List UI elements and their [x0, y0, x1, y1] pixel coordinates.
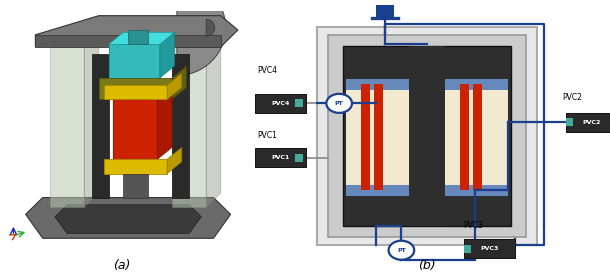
- Bar: [464, 245, 471, 253]
- Polygon shape: [35, 35, 221, 47]
- Polygon shape: [206, 19, 215, 36]
- Polygon shape: [206, 32, 221, 207]
- Polygon shape: [92, 54, 109, 197]
- Bar: [566, 113, 610, 132]
- Text: PVC2: PVC2: [562, 93, 583, 103]
- Text: (b): (b): [418, 259, 436, 272]
- Polygon shape: [172, 54, 189, 197]
- Polygon shape: [104, 85, 167, 100]
- Bar: [295, 154, 303, 162]
- Bar: [464, 239, 515, 258]
- Bar: [566, 118, 573, 126]
- Polygon shape: [128, 30, 148, 44]
- Text: PVC4: PVC4: [271, 101, 290, 106]
- Text: PVC1: PVC1: [271, 155, 290, 160]
- Bar: [346, 79, 409, 90]
- Bar: [295, 99, 303, 107]
- Circle shape: [389, 241, 414, 260]
- Polygon shape: [177, 0, 226, 76]
- Bar: [374, 84, 383, 190]
- Bar: [328, 35, 526, 237]
- Bar: [409, 46, 445, 226]
- Bar: [346, 79, 409, 196]
- Polygon shape: [172, 66, 187, 100]
- Bar: [445, 185, 508, 196]
- Text: PVC3: PVC3: [464, 221, 484, 230]
- Bar: [317, 27, 537, 245]
- Polygon shape: [167, 73, 182, 100]
- Polygon shape: [26, 197, 231, 238]
- Circle shape: [326, 94, 352, 113]
- Bar: [460, 84, 469, 190]
- Polygon shape: [172, 47, 206, 207]
- Polygon shape: [113, 100, 157, 159]
- Text: (a): (a): [113, 259, 131, 272]
- Polygon shape: [157, 88, 172, 159]
- Bar: [255, 148, 306, 167]
- Polygon shape: [160, 32, 174, 78]
- Bar: [361, 84, 370, 190]
- Text: PVC1: PVC1: [257, 131, 277, 141]
- Polygon shape: [123, 174, 148, 197]
- Text: PVC4: PVC4: [257, 66, 277, 75]
- Bar: [255, 94, 306, 113]
- Polygon shape: [35, 16, 238, 47]
- Polygon shape: [167, 147, 182, 174]
- Bar: [473, 84, 482, 190]
- Bar: [343, 46, 511, 226]
- Polygon shape: [99, 78, 172, 100]
- Polygon shape: [109, 44, 160, 78]
- Polygon shape: [109, 32, 174, 44]
- Text: PVC3: PVC3: [480, 246, 498, 251]
- Polygon shape: [104, 159, 167, 174]
- Text: PT: PT: [335, 101, 343, 106]
- Polygon shape: [50, 47, 84, 207]
- Text: PT: PT: [397, 248, 406, 253]
- Bar: [376, 5, 394, 19]
- Polygon shape: [84, 32, 99, 207]
- Text: PVC2: PVC2: [583, 120, 601, 125]
- Bar: [346, 185, 409, 196]
- Polygon shape: [55, 205, 201, 233]
- Bar: [445, 79, 508, 196]
- Bar: [445, 79, 508, 90]
